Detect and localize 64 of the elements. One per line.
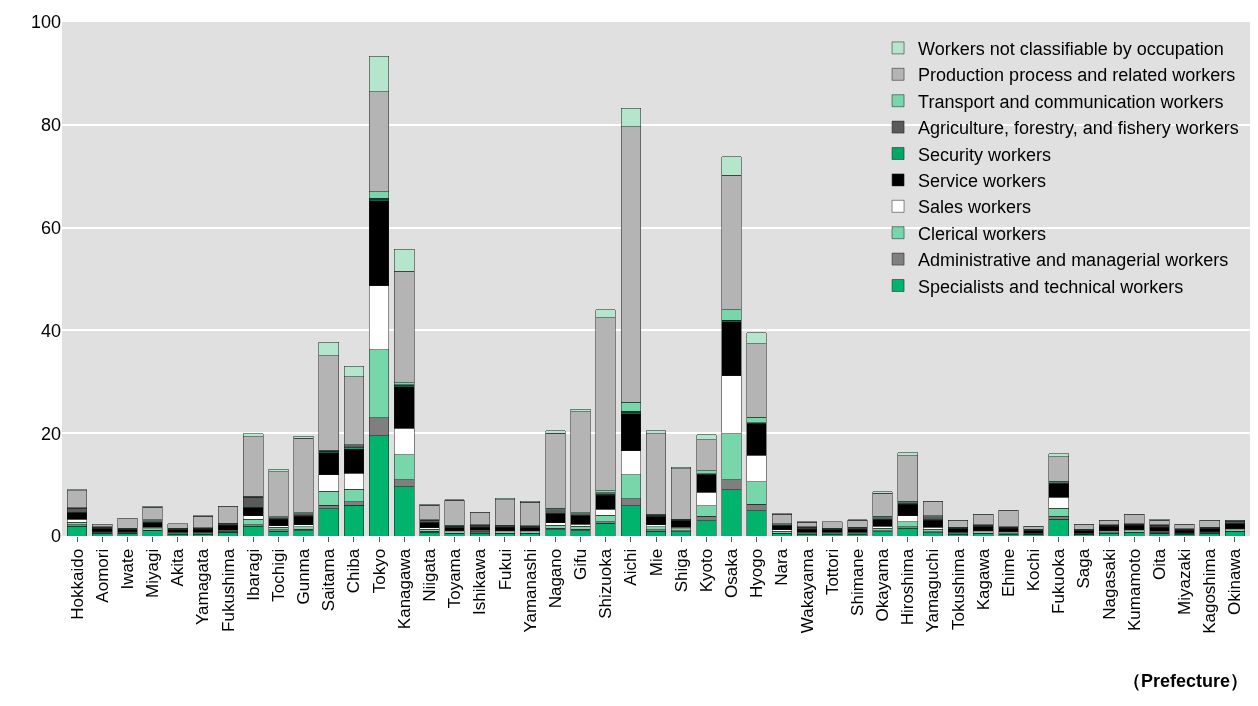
- x-tick-label: Aichi: [621, 548, 641, 586]
- x-tick-label: Toyama: [445, 548, 465, 609]
- x-tick-label: Miyazaki: [1175, 548, 1195, 615]
- x-tick-label: Mie: [646, 548, 666, 577]
- x-tick-label: Yamagata: [193, 548, 213, 626]
- x-tick-label: Miyagi: [143, 548, 163, 598]
- x-tick-label: Hiroshima: [898, 548, 918, 626]
- x-tick-label: Aomori: [92, 548, 112, 603]
- x-tick-label: Fukui: [495, 548, 515, 591]
- x-tick-label: Shizuoka: [596, 548, 616, 619]
- x-tick-label: Kagoshima: [1200, 548, 1220, 634]
- x-tick-label: Oita: [1149, 548, 1169, 580]
- x-tick-label: Kumamoto: [1124, 548, 1144, 631]
- legend-label: Production process and related workers: [918, 65, 1236, 86]
- x-tick-label: Gifu: [571, 548, 591, 580]
- x-tick-label: Okayama: [873, 548, 893, 622]
- legend-label: Specialists and technical workers: [918, 276, 1184, 297]
- legend-label: Transport and communication workers: [918, 91, 1224, 112]
- x-tick-label: Saga: [1074, 548, 1094, 589]
- x-tick-label: Nara: [772, 548, 792, 586]
- x-tick-label: Tokyo: [369, 548, 389, 594]
- x-tick-label: Shiga: [671, 548, 691, 593]
- x-tick-label: Nagano: [545, 548, 565, 609]
- legend-label: Agriculture, forestry, and fishery workers: [918, 118, 1239, 139]
- x-tick-label: Shimane: [847, 548, 867, 616]
- legend-label: Administrative and managerial workers: [918, 250, 1229, 271]
- legend-label: Sales workers: [918, 197, 1032, 218]
- x-tick-label: Okinawa: [1225, 548, 1245, 615]
- x-tick-label: Niigata: [419, 548, 439, 602]
- legend-label: Service workers: [918, 170, 1047, 191]
- x-tick-label: Tottori: [822, 548, 842, 596]
- x-tick-label: Akita: [168, 548, 188, 587]
- x-tick-label: Kochi: [1024, 548, 1044, 592]
- x-tick-label: Ibaragi: [243, 548, 263, 601]
- y-tick-label: 20: [40, 423, 61, 444]
- x-tick-label: Fukushima: [218, 548, 238, 632]
- y-tick-label: 40: [40, 320, 61, 341]
- x-tick-label: Yamanashi: [520, 548, 540, 633]
- x-axis-title: （Prefecture）: [1123, 671, 1249, 691]
- x-tick-label: Kagawa: [973, 548, 993, 611]
- x-tick-label: Hokkaido: [67, 548, 87, 620]
- x-tick-label: Saitama: [319, 548, 339, 612]
- x-tick-label: Tokushima: [948, 548, 968, 631]
- x-tick-label: Iwate: [117, 548, 137, 590]
- x-tick-label: Fukuoka: [1049, 548, 1069, 614]
- y-tick-label: 0: [50, 526, 61, 547]
- x-tick-label: Hyogo: [747, 548, 767, 598]
- x-tick-label: Kyoto: [696, 548, 716, 593]
- legend-label: Security workers: [918, 144, 1052, 165]
- x-tick-label: Wakayama: [797, 548, 817, 634]
- y-tick-label: 80: [40, 115, 61, 136]
- x-tick-label: Yamaguchi: [923, 548, 943, 633]
- y-tick-label: 100: [30, 12, 61, 33]
- legend-label: Workers not classifiable by occupation: [918, 38, 1224, 59]
- x-tick-label: Nagasaki: [1099, 548, 1119, 620]
- legend-label: Clerical workers: [918, 223, 1047, 244]
- x-tick-label: Gunma: [294, 548, 314, 605]
- x-tick-label: Kanagawa: [394, 548, 414, 630]
- y-tick-label: 60: [40, 217, 61, 238]
- x-tick-label: Ehime: [998, 548, 1018, 597]
- x-tick-label: Chiba: [344, 548, 364, 594]
- x-tick-label: Ishikawa: [470, 548, 490, 615]
- x-tick-label: Osaka: [722, 548, 742, 598]
- x-tick-label: Tochigi: [268, 548, 288, 602]
